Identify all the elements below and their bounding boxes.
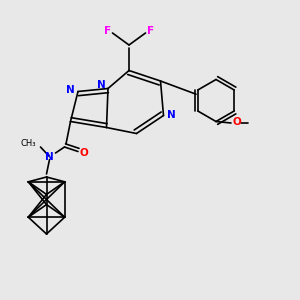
- Text: N: N: [167, 110, 176, 121]
- Text: F: F: [103, 26, 111, 37]
- Text: CH₃: CH₃: [20, 140, 36, 148]
- Text: F: F: [147, 26, 155, 37]
- Text: N: N: [97, 80, 106, 91]
- Text: O: O: [79, 148, 88, 158]
- Text: O: O: [232, 117, 242, 128]
- Text: N: N: [66, 85, 75, 95]
- Text: N: N: [44, 152, 53, 163]
